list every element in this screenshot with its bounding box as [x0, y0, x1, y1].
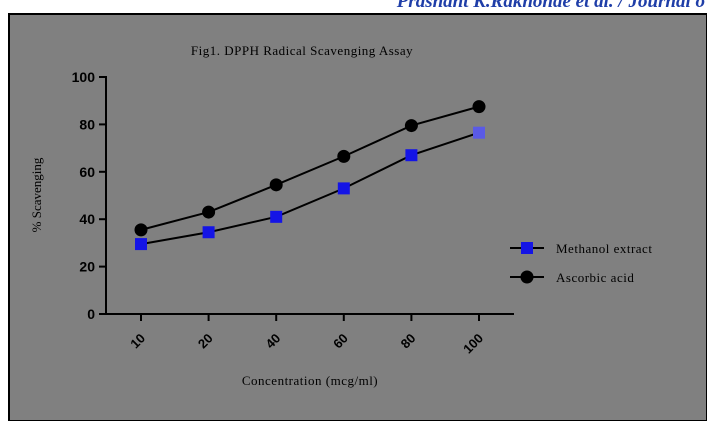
data-point-square: [405, 149, 418, 162]
y-tick-label: 20: [79, 259, 95, 275]
y-tick-label: 60: [79, 164, 95, 180]
series-layer: [134, 100, 486, 251]
legend-label: Ascorbic acid: [556, 270, 634, 285]
data-point-circle: [269, 178, 283, 192]
y-tick-label: 40: [79, 211, 95, 227]
data-point-square: [202, 226, 215, 239]
y-tick-label: 0: [87, 306, 95, 322]
data-point-circle: [404, 119, 418, 133]
legend-marker-circle: [520, 270, 534, 284]
y-tick-label: 100: [72, 69, 96, 85]
series-line: [140, 105, 480, 231]
y-tick-label: 80: [79, 116, 95, 132]
legend-marker-square: [521, 242, 533, 254]
data-point-square: [473, 126, 485, 139]
journal-running-header: Prashant K.Rakhonde et al. / Journal o: [396, 0, 705, 12]
legend: Methanol extract Ascorbic acid: [510, 241, 652, 285]
chart-title: Fig1. DPPH Radical Scavenging Assay: [191, 43, 413, 58]
data-point-circle: [134, 223, 148, 237]
data-point-square: [135, 238, 147, 251]
data-point-circle: [337, 149, 351, 163]
legend-label: Methanol extract: [556, 241, 652, 256]
data-point-circle: [472, 100, 486, 114]
data-point-square: [270, 210, 283, 223]
series-line: [140, 131, 480, 246]
data-point-square: [337, 182, 350, 195]
journal-header: Prashant K.Rakhonde et al. / Journal o: [0, 0, 707, 14]
x-axis-label: Concentration (mcg/ml): [242, 373, 378, 388]
data-point-circle: [202, 205, 216, 219]
y-axis-label: % Scavenging: [29, 157, 44, 232]
chart-background: [8, 13, 707, 421]
